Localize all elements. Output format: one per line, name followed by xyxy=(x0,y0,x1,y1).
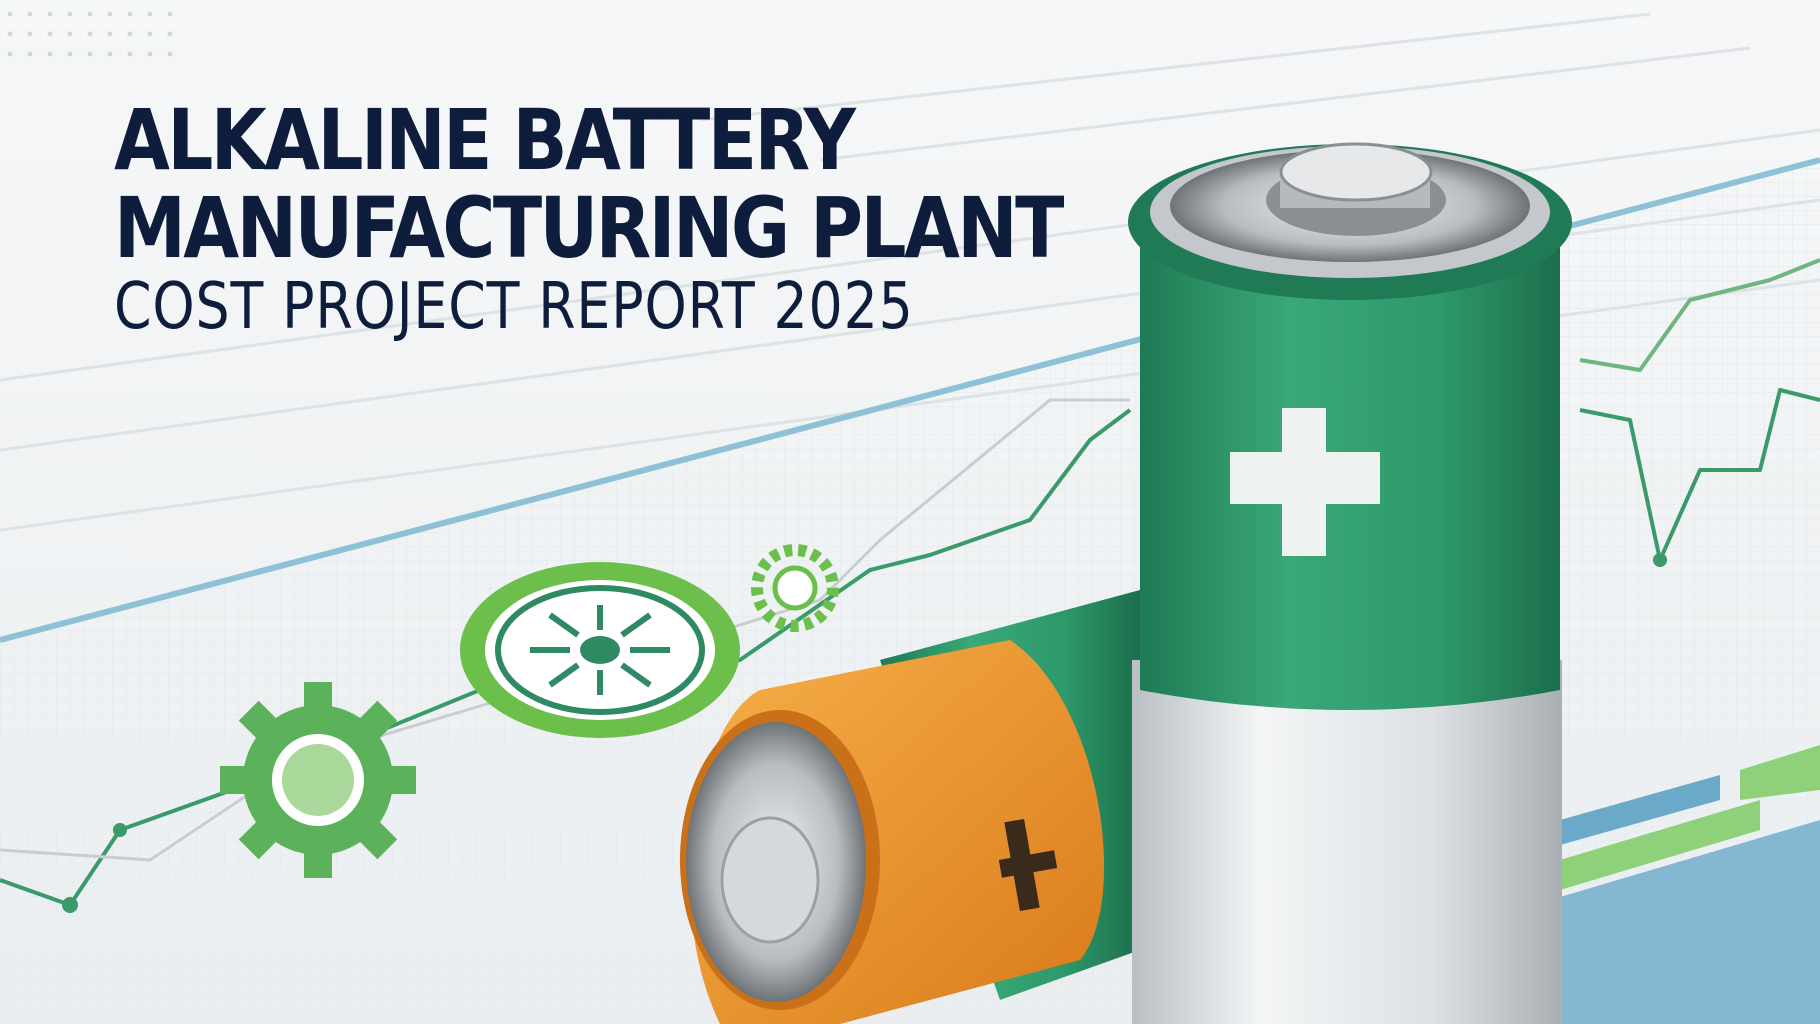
battery-large xyxy=(1128,142,1572,1024)
sun-icon xyxy=(460,562,740,738)
subtitle: COST PROJECT REPORT 2025 xyxy=(114,270,914,344)
title-block: ALKALINE BATTERY MANUFACTURING PLANT COS… xyxy=(114,96,1216,342)
title-line-1: ALKALINE BATTERY xyxy=(114,91,856,189)
dot-pattern xyxy=(7,11,173,57)
small-gear-icon xyxy=(751,544,839,632)
title-line-2: MANUFACTURING PLANT xyxy=(114,179,1064,277)
battery-small xyxy=(680,590,1140,1024)
bar-graphic xyxy=(1550,745,1820,1024)
plus-icon xyxy=(1230,408,1380,556)
plus-icon xyxy=(998,818,1058,912)
gear-icon xyxy=(220,682,416,878)
trend-line xyxy=(0,408,1132,907)
